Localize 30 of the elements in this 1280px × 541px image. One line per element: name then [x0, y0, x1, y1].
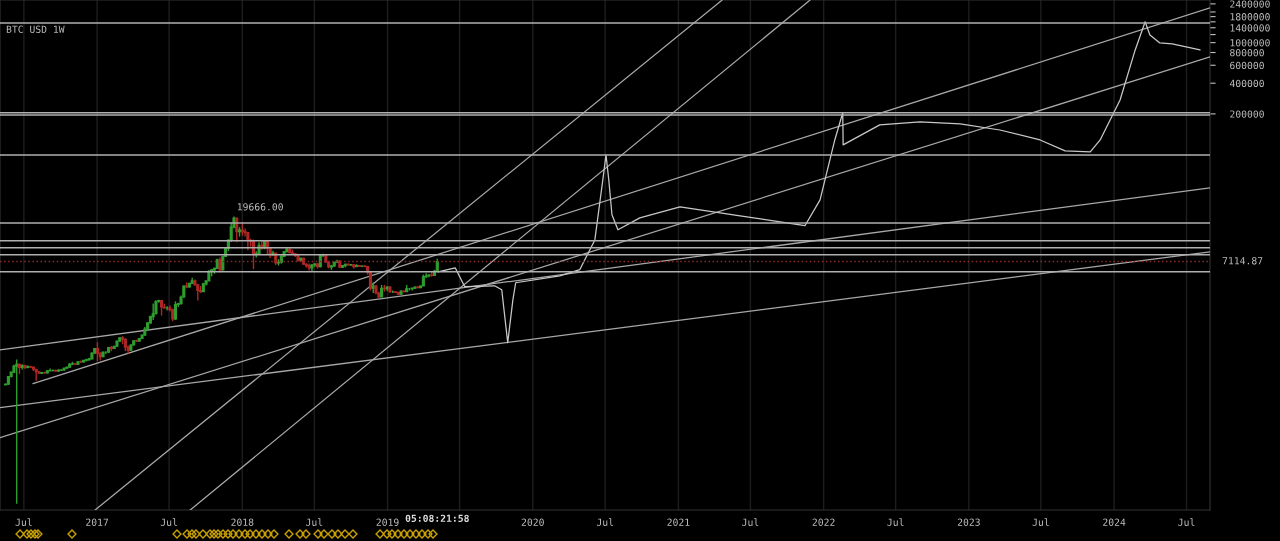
y-tick-label: 2400000	[1230, 0, 1270, 8]
y-tick-label: 1400000	[1230, 24, 1270, 32]
x-tick-label: 2023	[957, 518, 980, 526]
x-tick-label: Jul	[1178, 518, 1195, 526]
x-tick-label: Jul	[742, 518, 759, 526]
candlestick	[243, 227, 247, 238]
x-tick-label: Jul	[160, 518, 177, 526]
annotation: 19666.00	[237, 203, 283, 211]
y-tick-label: 200000	[1230, 110, 1264, 118]
x-tick-label: Jul	[306, 518, 323, 526]
y-tick-label: 1800000	[1230, 13, 1270, 21]
x-tick-label: 2017	[86, 518, 109, 526]
text: 05:08:21:58	[405, 514, 469, 522]
ref-line-label: 7114.87	[1222, 257, 1263, 265]
x-tick-label: 2019	[376, 518, 399, 526]
x-tick-label: Jul	[596, 518, 614, 526]
y-tick-label: 600000	[1230, 61, 1264, 70]
x-tick-label: 2018	[231, 518, 254, 526]
text: BTC USD 1W	[6, 25, 65, 33]
x-tick-label: Jul	[887, 518, 904, 526]
y-tick-label: 400000	[1229, 79, 1264, 88]
x-tick-label: 2022	[812, 518, 835, 526]
x-tick-label: 2024	[1103, 518, 1126, 526]
y-tick-label: 800000	[1230, 49, 1264, 57]
y-tick-label: 1000000	[1230, 39, 1270, 47]
x-tick-label: 2020	[521, 518, 544, 526]
x-tick-label: 2021	[667, 518, 690, 526]
x-tick-label: Jul	[15, 518, 32, 526]
x-tick-label: Jul	[1032, 518, 1049, 526]
candlestick	[151, 302, 155, 321]
